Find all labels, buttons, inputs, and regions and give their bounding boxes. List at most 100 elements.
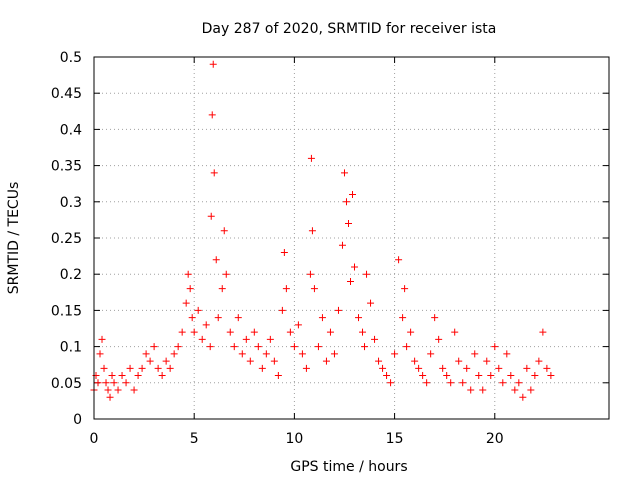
data-point bbox=[110, 379, 118, 387]
data-point bbox=[340, 169, 348, 177]
data-point bbox=[154, 364, 162, 372]
data-point bbox=[344, 220, 352, 228]
data-point bbox=[270, 357, 278, 365]
data-point bbox=[190, 328, 198, 336]
data-point bbox=[209, 60, 217, 68]
data-point bbox=[487, 372, 495, 380]
plot-frame bbox=[93, 56, 610, 420]
data-point bbox=[170, 350, 178, 358]
data-point bbox=[407, 328, 415, 336]
axis-ticks: 0 0.05 0.1 0.15 0.2 0.25 0.3 0.35 0.4 0.45 0.5 0 5 10… bbox=[51, 50, 609, 447]
data-point bbox=[483, 357, 491, 365]
chart-title: Day 287 of 2020, SRMTID for receiver ist… bbox=[202, 21, 497, 37]
data-point bbox=[455, 357, 463, 365]
y-tick-label: 0 bbox=[73, 412, 82, 428]
data-point bbox=[184, 270, 192, 278]
data-point bbox=[206, 343, 214, 351]
data-point bbox=[308, 227, 316, 235]
data-point bbox=[443, 372, 451, 380]
data-point bbox=[142, 350, 150, 358]
data-point bbox=[102, 379, 110, 387]
x-tick-label: 0 bbox=[90, 431, 99, 447]
data-point bbox=[310, 285, 318, 293]
data-point bbox=[226, 328, 234, 336]
data-point bbox=[346, 277, 354, 285]
data-point bbox=[212, 256, 220, 264]
y-tick-label: 0.1 bbox=[60, 340, 82, 356]
data-point bbox=[222, 270, 230, 278]
y-tick-label: 0.05 bbox=[51, 376, 82, 392]
data-point bbox=[427, 350, 435, 358]
data-point bbox=[523, 364, 531, 372]
data-point bbox=[290, 343, 298, 351]
data-point bbox=[423, 379, 431, 387]
y-tick-label: 0.35 bbox=[51, 159, 82, 175]
data-point bbox=[250, 328, 258, 336]
data-point bbox=[383, 372, 391, 380]
data-point bbox=[178, 328, 186, 336]
data-point bbox=[174, 343, 182, 351]
data-point bbox=[359, 328, 367, 336]
data-point bbox=[162, 357, 170, 365]
data-point bbox=[495, 364, 503, 372]
series-srmtid bbox=[90, 60, 555, 401]
data-point bbox=[306, 270, 314, 278]
data-point bbox=[298, 350, 306, 358]
data-point bbox=[234, 314, 242, 322]
data-point bbox=[515, 379, 523, 387]
data-point bbox=[415, 364, 423, 372]
y-axis-label: SRMTID / TECUs bbox=[6, 182, 22, 295]
data-point bbox=[479, 386, 487, 394]
data-point bbox=[401, 285, 409, 293]
data-point bbox=[282, 285, 290, 293]
data-point bbox=[134, 372, 142, 380]
data-point bbox=[361, 343, 369, 351]
data-point bbox=[186, 285, 194, 293]
data-point bbox=[543, 364, 551, 372]
data-point bbox=[96, 350, 104, 358]
data-point bbox=[104, 386, 112, 394]
data-point bbox=[207, 212, 215, 220]
data-point bbox=[278, 306, 286, 314]
data-point bbox=[467, 386, 475, 394]
data-point bbox=[349, 191, 357, 199]
data-point bbox=[98, 335, 106, 343]
data-point bbox=[108, 372, 116, 380]
data-point bbox=[258, 364, 266, 372]
data-point bbox=[535, 357, 543, 365]
data-point bbox=[475, 372, 483, 380]
data-point bbox=[220, 227, 228, 235]
data-point bbox=[158, 372, 166, 380]
data-point bbox=[122, 379, 130, 387]
y-tick-label: 0.2 bbox=[60, 267, 82, 283]
data-point bbox=[499, 379, 507, 387]
data-point bbox=[302, 364, 310, 372]
data-point bbox=[218, 285, 226, 293]
data-point bbox=[262, 350, 270, 358]
data-point bbox=[314, 343, 322, 351]
x-tick-label: 5 bbox=[190, 431, 199, 447]
data-point bbox=[182, 299, 190, 307]
data-point bbox=[146, 357, 154, 365]
y-tick-label: 0.45 bbox=[51, 86, 82, 102]
data-point bbox=[334, 306, 342, 314]
data-point bbox=[351, 263, 359, 271]
data-point bbox=[539, 328, 547, 336]
data-point bbox=[363, 270, 371, 278]
data-point bbox=[214, 314, 222, 322]
data-point bbox=[507, 372, 515, 380]
data-point bbox=[511, 386, 519, 394]
data-point bbox=[326, 328, 334, 336]
data-point bbox=[318, 314, 326, 322]
x-axis-label: GPS time / hours bbox=[290, 459, 407, 475]
data-point bbox=[519, 393, 527, 401]
data-point bbox=[447, 379, 455, 387]
data-point bbox=[242, 335, 250, 343]
data-point bbox=[198, 335, 206, 343]
data-point bbox=[130, 386, 138, 394]
data-point bbox=[126, 364, 134, 372]
data-point bbox=[307, 154, 315, 162]
data-point bbox=[395, 256, 403, 264]
data-point bbox=[208, 111, 216, 119]
